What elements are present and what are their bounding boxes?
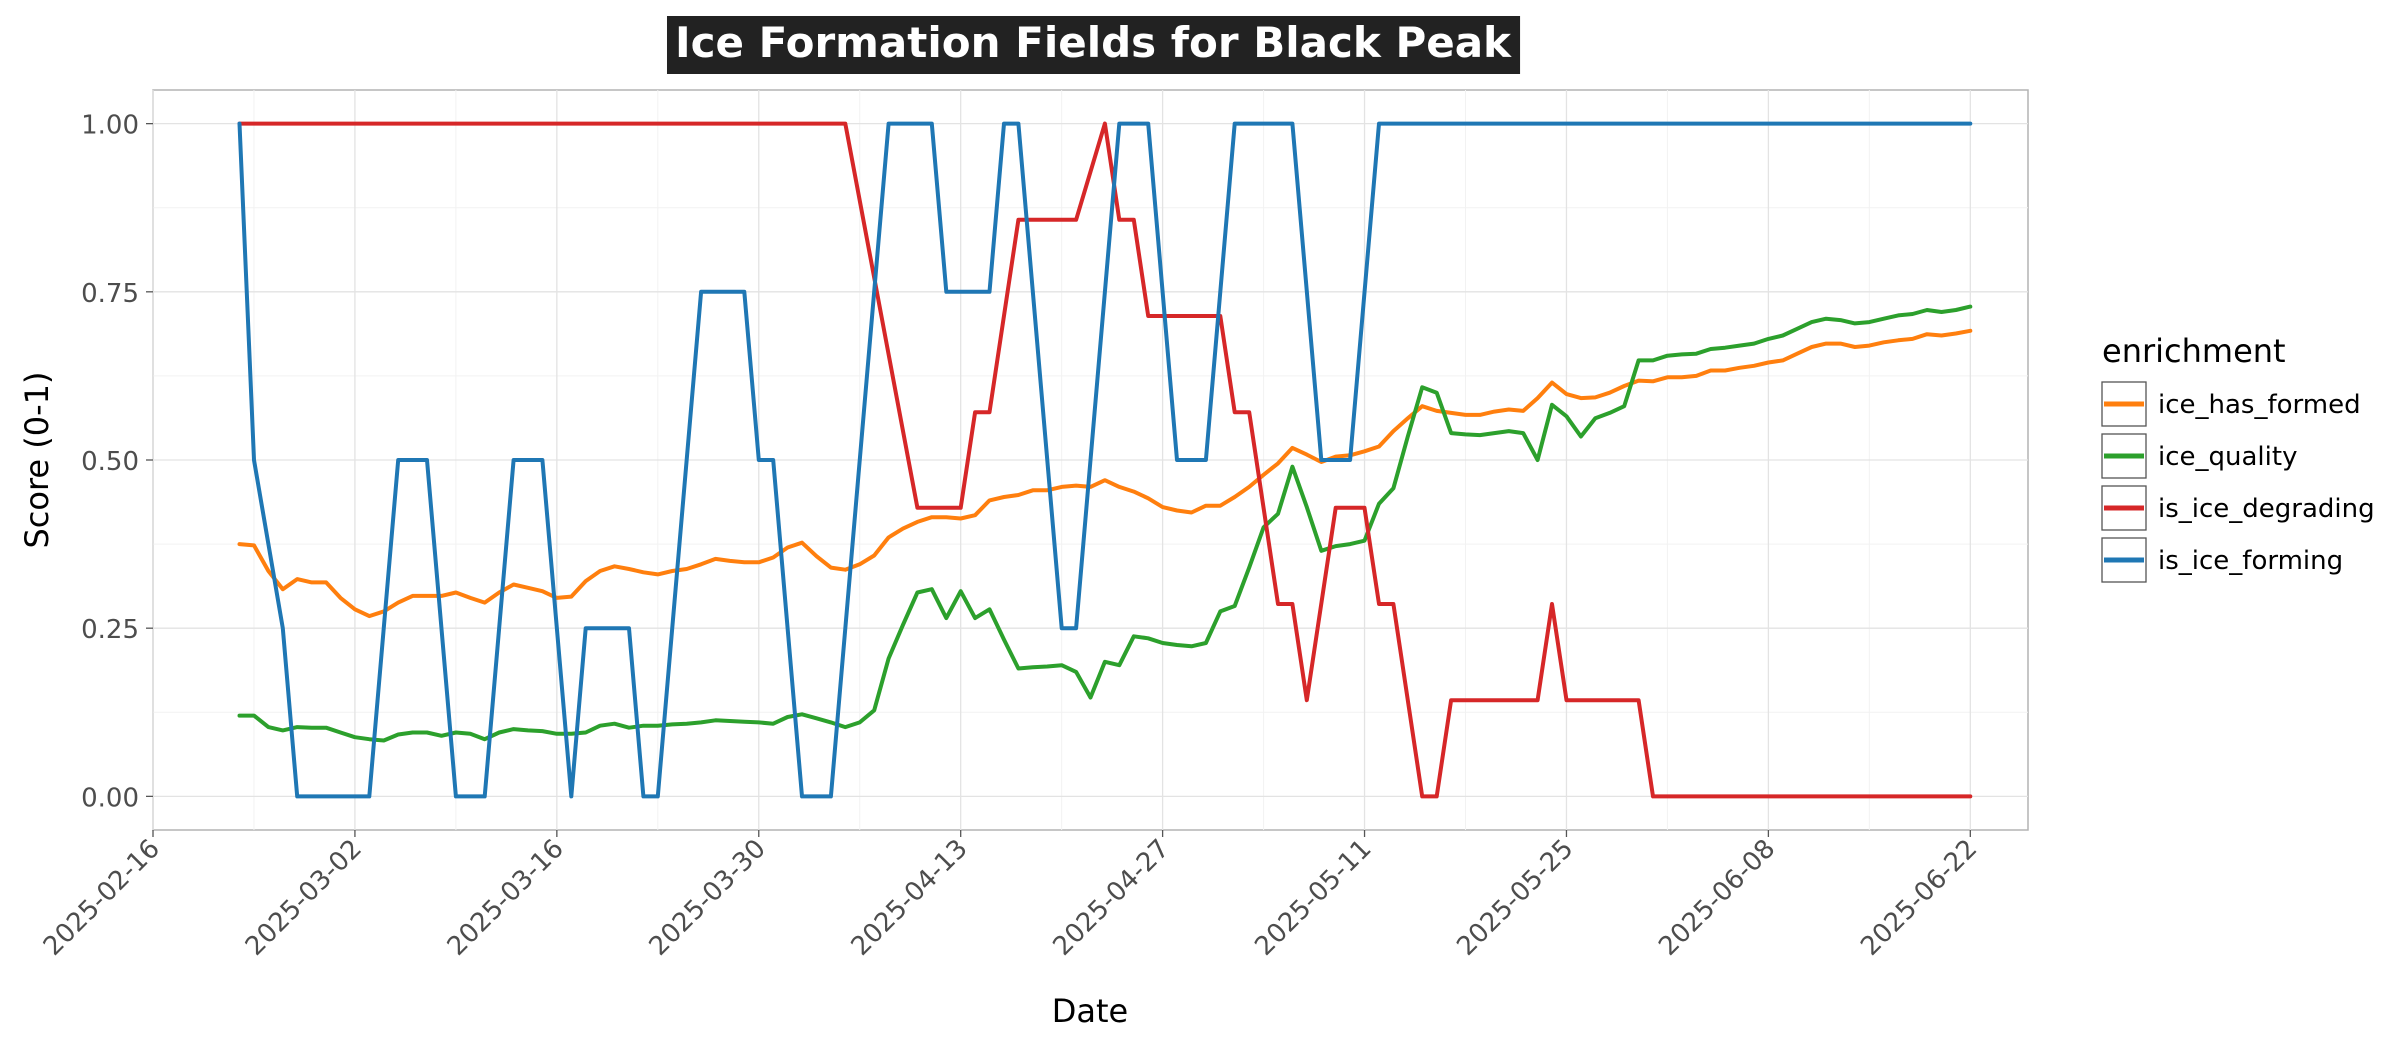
- series-line-is_ice_degrading: [237, 121, 1973, 799]
- x-tick-label: 2025-03-16: [442, 834, 570, 962]
- legend-label: ice_quality: [2158, 442, 2297, 472]
- x-tick-label: 2025-05-11: [1249, 834, 1377, 962]
- x-tick-label: 2025-06-08: [1653, 834, 1781, 962]
- y-tick-label: 0.00: [81, 783, 139, 813]
- series-line-ice_has_formed: [237, 328, 1973, 619]
- x-tick-label: 2025-06-22: [1855, 834, 1983, 962]
- x-tick-label: 2025-04-27: [1048, 834, 1176, 962]
- legend-title: enrichment: [2102, 332, 2286, 370]
- x-axis-label: Date: [1052, 992, 1128, 1030]
- x-tick-label: 2025-03-02: [240, 834, 368, 962]
- chart-title: Ice Formation Fields for Black Peak: [675, 18, 1512, 67]
- series-line-ice_quality: [237, 304, 1973, 743]
- chart-title-group: Ice Formation Fields for Black Peak: [666, 16, 1521, 74]
- y-tick-label: 1.00: [81, 111, 139, 141]
- legend-label: is_ice_degrading: [2158, 494, 2375, 524]
- x-tick-label: 2025-04-13: [846, 834, 974, 962]
- legend: enrichment ice_has_formed ice_quality is_i…: [2101, 332, 2375, 583]
- legend-label: ice_has_formed: [2158, 390, 2361, 420]
- y-tick-label: 0.50: [81, 447, 139, 477]
- legend-label: is_ice_forming: [2158, 546, 2343, 576]
- series-lines: [237, 121, 1973, 799]
- series-line-is_ice_forming: [237, 121, 1973, 799]
- y-axis-label: Score (0-1): [18, 371, 56, 548]
- x-tick-label: 2025-02-16: [38, 834, 166, 962]
- x-tick-label: 2025-03-30: [644, 834, 772, 962]
- chart-title-background: [666, 16, 1521, 74]
- y-tick-label: 0.75: [81, 279, 139, 309]
- y-tick-label: 0.25: [81, 615, 139, 645]
- x-tick-label: 2025-05-25: [1451, 834, 1579, 962]
